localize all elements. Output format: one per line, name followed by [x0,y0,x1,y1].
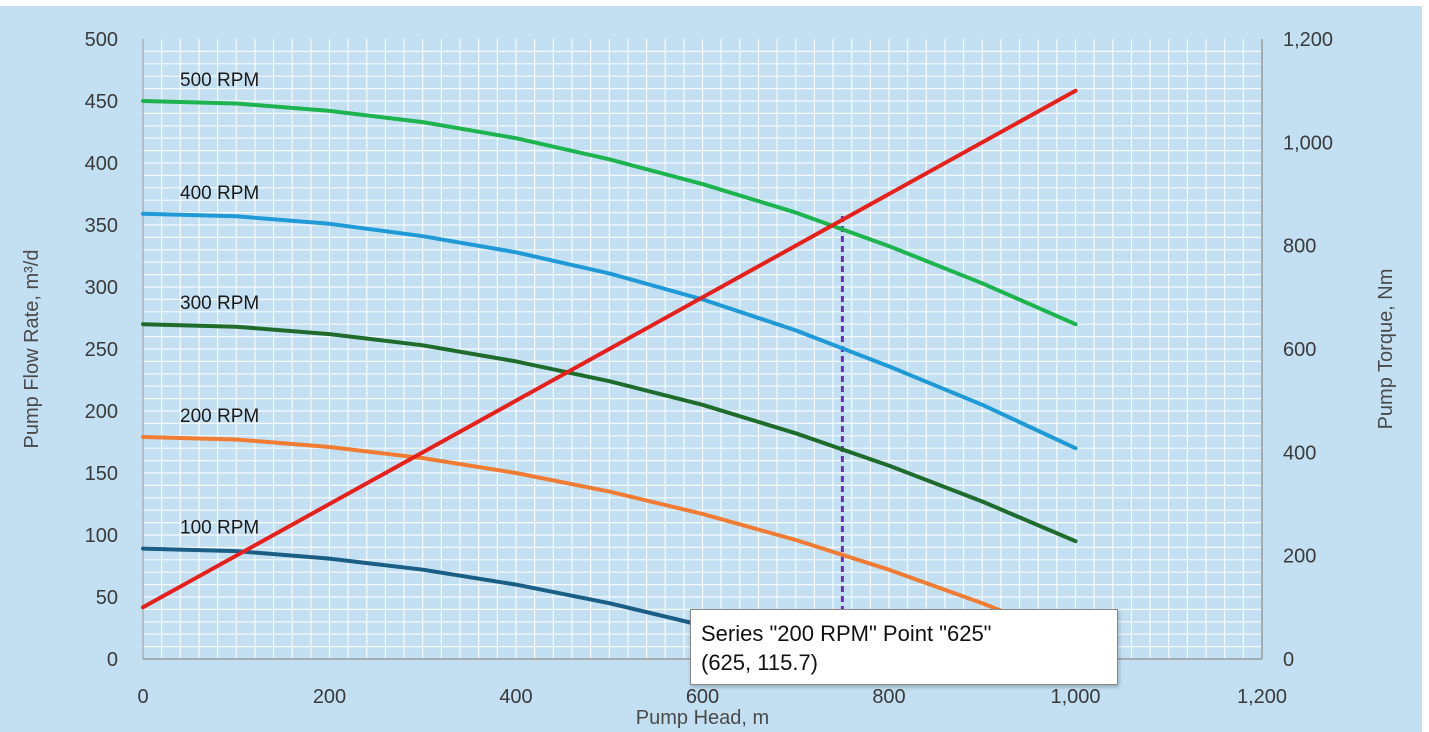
y2-axis-title: Pump Torque, Nm [1375,269,1397,430]
data-point-tooltip: Series "200 RPM" Point "625" (625, 115.7… [690,609,1118,685]
x-tick-label: 200 [313,686,346,708]
axis-labels: 0 200 400 600 800 1,000 1,200 0 50 100 150 200 250 30… [21,29,1397,729]
series-lines[interactable] [141,88,1078,654]
x-axis-title: Pump Head, m [636,707,769,729]
y-tick-label: 250 [85,339,118,361]
series-line-torque[interactable] [141,88,1078,610]
series-label-200-rpm: 200 RPM [180,406,259,427]
y-tick-label: 200 [85,401,118,423]
y2-tick-label: 800 [1283,236,1316,258]
y2-tick-label: 200 [1283,546,1316,568]
series-line-400-rpm[interactable] [141,211,1078,451]
tooltip-values: (625, 115.7) [701,650,819,675]
series-label-500-rpm: 500 RPM [180,70,259,91]
y-axis-title: Pump Flow Rate, m³/d [21,250,43,449]
y-tick-label: 100 [85,525,118,547]
y-tick-label: 500 [85,29,118,51]
tooltip-series-point: Series "200 RPM" Point "625" [701,621,992,646]
series-label-300-rpm: 300 RPM [180,293,259,314]
x-tick-label: 600 [686,686,719,708]
x-tick-label: 800 [872,686,905,708]
y-tick-label: 0 [107,649,118,671]
y-tick-label: 150 [85,463,118,485]
gridlines [143,39,1262,659]
series-line-300-rpm[interactable] [141,322,1078,544]
series-line-100-rpm[interactable] [141,546,798,654]
series-line-500-rpm[interactable] [141,99,1078,327]
y-tick-label: 300 [85,277,118,299]
series-line-200-rpm[interactable] [141,435,1078,643]
y-tick-label: 400 [85,153,118,175]
x-tick-label: 0 [137,686,148,708]
y-tick-label: 450 [85,91,118,113]
series-label-400-rpm: 400 RPM [180,183,259,204]
y2-tick-label: 400 [1283,442,1316,464]
y-tick-label: 350 [85,215,118,237]
y2-tick-label: 0 [1283,649,1294,671]
y2-tick-label: 1,200 [1283,29,1333,51]
y2-tick-label: 600 [1283,339,1316,361]
x-tick-label: 400 [499,686,532,708]
y2-tick-label: 1,000 [1283,132,1333,154]
x-tick-label: 1,000 [1050,686,1100,708]
x-tick-label: 1,200 [1237,686,1287,708]
series-label-100-rpm: 100 RPM [180,518,259,539]
y-tick-label: 50 [96,587,118,609]
